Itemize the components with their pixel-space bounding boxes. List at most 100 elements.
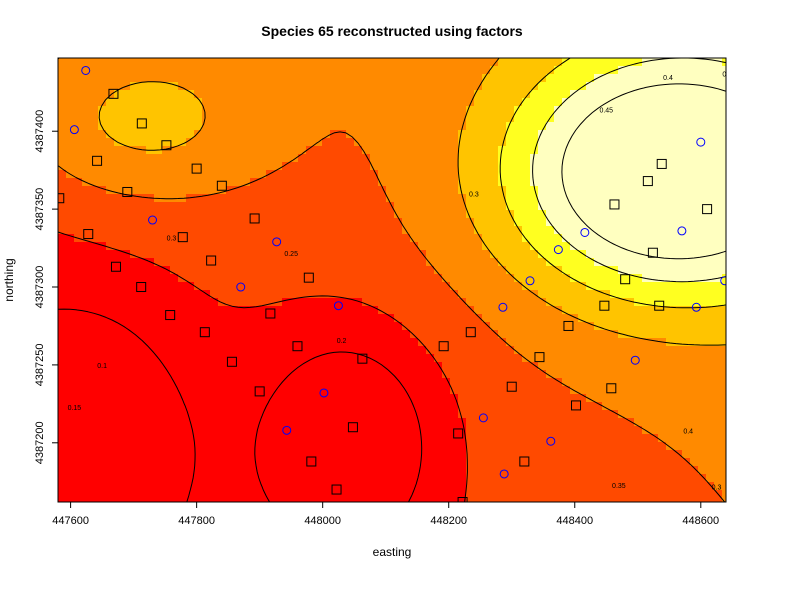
heatmap-cell <box>242 130 251 139</box>
heatmap-cell <box>490 82 499 91</box>
heatmap-cell <box>242 114 251 123</box>
heatmap-cell <box>562 202 571 211</box>
heatmap-cell <box>210 186 219 195</box>
heatmap-cell <box>402 370 411 379</box>
heatmap-cell <box>506 338 515 347</box>
heatmap-cell <box>610 178 619 187</box>
heatmap-cell <box>466 298 475 307</box>
heatmap-cell <box>58 154 67 163</box>
heatmap-cell <box>354 138 363 147</box>
heatmap-cell <box>570 202 579 211</box>
heatmap-cell <box>306 282 315 291</box>
heatmap-cell <box>402 386 411 395</box>
heatmap-cell <box>178 490 187 499</box>
heatmap-cell <box>546 234 555 243</box>
y-tick-label: 4387400 <box>34 110 46 153</box>
heatmap-cell <box>298 306 307 315</box>
heatmap-cell <box>442 242 451 251</box>
heatmap-cell <box>562 298 571 307</box>
heatmap-cell <box>450 266 459 275</box>
heatmap-cell <box>522 290 531 299</box>
heatmap-cell <box>370 338 379 347</box>
heatmap-cell <box>82 162 91 171</box>
heatmap-cell <box>522 394 531 403</box>
heatmap-cell <box>610 474 619 483</box>
heatmap-cell <box>362 322 371 331</box>
heatmap-cell <box>322 354 331 363</box>
heatmap-cell <box>402 290 411 299</box>
heatmap-cell <box>162 90 171 99</box>
heatmap-cell <box>122 314 131 323</box>
heatmap-cell <box>466 426 475 435</box>
heatmap-cell <box>674 290 683 299</box>
heatmap-cell <box>690 354 699 363</box>
heatmap-cell <box>274 402 283 411</box>
heatmap-cell <box>594 394 603 403</box>
heatmap-cell <box>618 162 627 171</box>
heatmap-cell <box>402 426 411 435</box>
sample-circle-point <box>148 215 158 225</box>
heatmap-cell <box>146 386 155 395</box>
heatmap-cell <box>498 58 507 67</box>
heatmap-cell <box>434 242 443 251</box>
heatmap-cell <box>362 362 371 371</box>
heatmap-cell <box>626 322 635 331</box>
sample-square-point <box>534 352 545 363</box>
heatmap-cell <box>330 154 339 163</box>
heatmap-cell <box>498 114 507 123</box>
heatmap-cell <box>666 306 675 315</box>
heatmap-cell <box>666 178 675 187</box>
heatmap-cell <box>626 386 635 395</box>
heatmap-cell <box>354 322 363 331</box>
heatmap-cell <box>706 282 715 291</box>
heatmap-cell <box>714 82 723 91</box>
heatmap-cell <box>698 322 707 331</box>
heatmap-cell <box>234 98 243 107</box>
heatmap-cell <box>642 298 651 307</box>
heatmap-cell <box>538 466 547 475</box>
heatmap-cell <box>226 394 235 403</box>
heatmap-cell <box>394 210 403 219</box>
heatmap-cell <box>610 218 619 227</box>
heatmap-cell <box>250 394 259 403</box>
heatmap-cell <box>706 266 715 275</box>
heatmap-cell <box>362 162 371 171</box>
heatmap-cell <box>106 410 115 419</box>
heatmap-cell <box>290 242 299 251</box>
heatmap-cell <box>218 386 227 395</box>
heatmap-cell <box>122 410 131 419</box>
heatmap-cell <box>130 210 139 219</box>
heatmap-cell <box>146 410 155 419</box>
heatmap-cell <box>410 154 419 163</box>
heatmap-cell <box>482 402 491 411</box>
heatmap-cell <box>522 266 531 275</box>
heatmap-cell <box>714 410 723 419</box>
heatmap-cell <box>522 106 531 115</box>
heatmap-cell <box>330 226 339 235</box>
heatmap-cell <box>402 170 411 179</box>
heatmap-cell <box>698 490 707 499</box>
heatmap-cell <box>442 154 451 163</box>
heatmap-cell <box>658 242 667 251</box>
heatmap-cell <box>322 154 331 163</box>
heatmap-cell <box>394 362 403 371</box>
heatmap-cell <box>490 218 499 227</box>
heatmap-cell <box>682 266 691 275</box>
heatmap-cell <box>138 154 147 163</box>
heatmap-cell <box>498 490 507 499</box>
heatmap-cell <box>242 186 251 195</box>
heatmap-cell <box>322 106 331 115</box>
sample-circle-point <box>81 65 91 75</box>
heatmap-cell <box>498 66 507 75</box>
heatmap-cell <box>90 482 99 491</box>
heatmap-cell <box>346 314 355 323</box>
heatmap-cell <box>114 146 123 155</box>
heatmap-cell <box>506 370 515 379</box>
heatmap-cell <box>218 106 227 115</box>
heatmap-cell <box>490 226 499 235</box>
heatmap-cell <box>570 210 579 219</box>
heatmap-cell <box>66 362 75 371</box>
heatmap-cell <box>250 338 259 347</box>
heatmap-cell <box>658 90 667 99</box>
heatmap-cell <box>570 434 579 443</box>
